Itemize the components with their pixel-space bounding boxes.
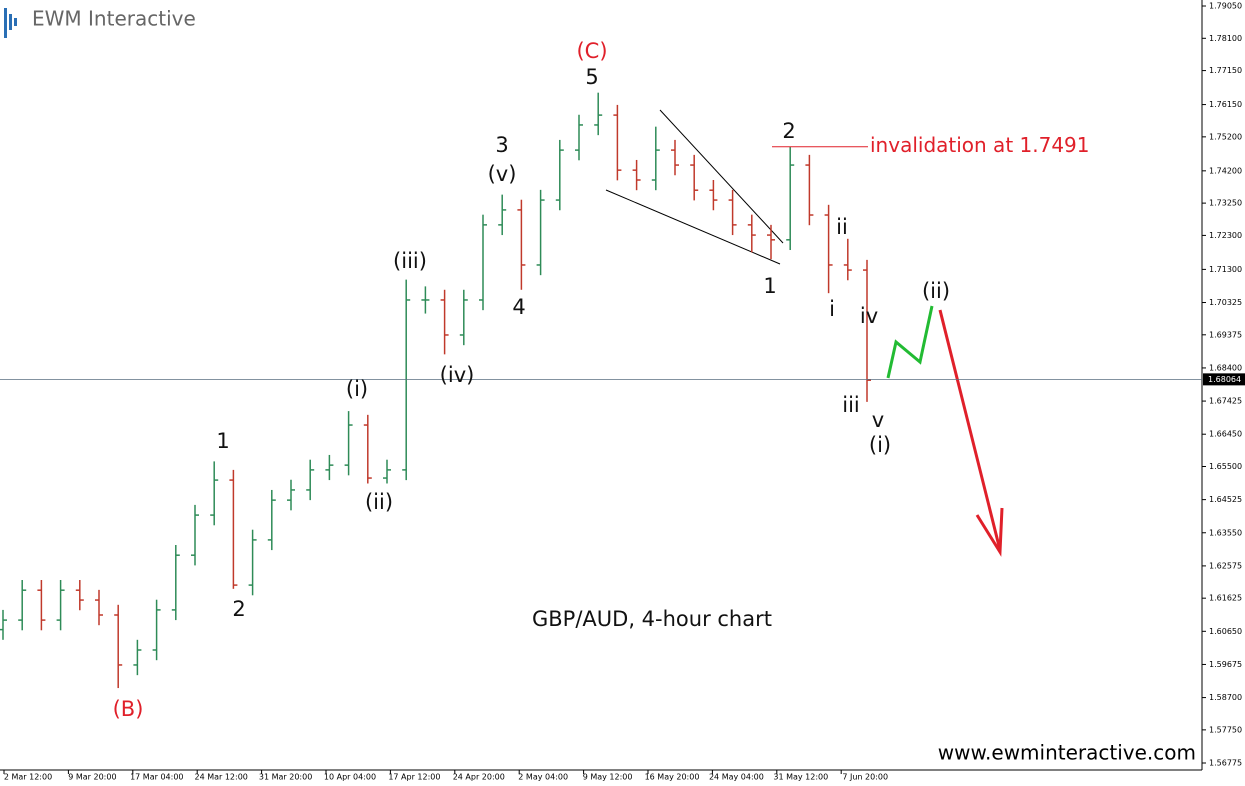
wave-label: (i) — [346, 377, 368, 401]
y-tick-label: 1.69375 — [1209, 330, 1242, 339]
y-tick-label: 1.62575 — [1209, 561, 1242, 570]
y-tick-label: 1.75200 — [1209, 132, 1242, 141]
y-tick-label: 1.60650 — [1209, 627, 1242, 636]
y-tick-label: 1.66450 — [1209, 430, 1242, 439]
x-tick-label: 24 Mar 12:00 — [194, 773, 247, 782]
wave-label: v — [872, 408, 884, 432]
logo: EWM Interactive — [4, 7, 196, 38]
x-tick-label: 9 Mar 20:00 — [68, 773, 116, 782]
y-tick-label: 1.67425 — [1209, 397, 1242, 406]
y-tick-label: 1.79050 — [1209, 2, 1242, 11]
wave-label: 5 — [585, 65, 598, 89]
y-tick-label: 1.70325 — [1209, 298, 1242, 307]
y-tick-label: 1.71300 — [1209, 265, 1242, 274]
wave-label: 4 — [512, 295, 525, 319]
x-tick-label: 10 Apr 04:00 — [324, 773, 376, 782]
x-tick-label: 17 Mar 04:00 — [130, 773, 183, 782]
wave-label: i — [829, 297, 835, 321]
x-tick-label: 16 May 20:00 — [645, 773, 700, 782]
projection-arrow — [938, 309, 1002, 551]
current-price-box — [1203, 373, 1245, 386]
x-tick-label: 24 Apr 20:00 — [453, 773, 505, 782]
chart-title: GBP/AUD, 4-hour chart — [532, 607, 772, 631]
y-tick-label: 1.68400 — [1209, 363, 1242, 372]
x-tick-label: 2 Mar 12:00 — [4, 773, 52, 782]
wedge-line — [605, 189, 781, 265]
wave-label: (B) — [113, 697, 144, 721]
wave-label: 2 — [782, 119, 795, 143]
wave-label: (iv) — [440, 363, 475, 387]
wave-label: (ii) — [922, 279, 950, 303]
wave-label: 2 — [232, 597, 245, 621]
y-tick-label: 1.76150 — [1209, 100, 1242, 109]
y-tick-label: 1.73250 — [1209, 199, 1242, 208]
wave-label: iv — [860, 304, 878, 328]
current-price-label: 1.68064 — [1208, 375, 1241, 384]
wave-label: iii — [842, 393, 860, 417]
x-tick-label: 17 Apr 12:00 — [388, 773, 440, 782]
wave-label: (ii) — [365, 490, 393, 514]
y-tick-label: 1.61625 — [1209, 594, 1242, 603]
wave-label: 1 — [216, 429, 229, 453]
x-tick-label: 31 May 12:00 — [773, 773, 828, 782]
wave-label: (C) — [576, 39, 607, 63]
wave-label: ii — [836, 215, 848, 239]
x-tick-label: 7 Jun 20:00 — [842, 773, 888, 782]
wave-label: (i) — [869, 433, 891, 457]
x-tick-label: 24 May 04:00 — [709, 773, 764, 782]
wave-label: (iii) — [393, 249, 427, 273]
arrow-head — [975, 507, 1004, 557]
x-tick-label: 9 May 12:00 — [583, 773, 633, 782]
logo-text: EWM Interactive — [32, 7, 196, 31]
x-tick-label: 31 Mar 20:00 — [259, 773, 312, 782]
y-tick-label: 1.59675 — [1209, 660, 1242, 669]
invalidation-label: invalidation at 1.7491 — [870, 133, 1090, 157]
projection-path — [886, 305, 934, 379]
y-tick-label: 1.56775 — [1209, 758, 1242, 767]
y-tick-label: 1.74200 — [1209, 166, 1242, 175]
x-tick-label: 2 May 04:00 — [518, 773, 568, 782]
y-tick-label: 1.78100 — [1209, 34, 1242, 43]
wave-label: 3 — [495, 133, 508, 157]
wedge-line — [659, 109, 784, 244]
wave-label: 1 — [763, 274, 776, 298]
y-tick-label: 1.77150 — [1209, 66, 1242, 75]
y-tick-label: 1.72300 — [1209, 231, 1242, 240]
y-tick-label: 1.65500 — [1209, 462, 1242, 471]
y-tick-label: 1.57750 — [1209, 725, 1242, 734]
y-tick-label: 1.58700 — [1209, 693, 1242, 702]
y-tick-label: 1.64525 — [1209, 495, 1242, 504]
y-tick-label: 1.63550 — [1209, 528, 1242, 537]
footer-url: www.ewminteractive.com — [938, 741, 1196, 765]
wave-label: (v) — [488, 162, 517, 186]
